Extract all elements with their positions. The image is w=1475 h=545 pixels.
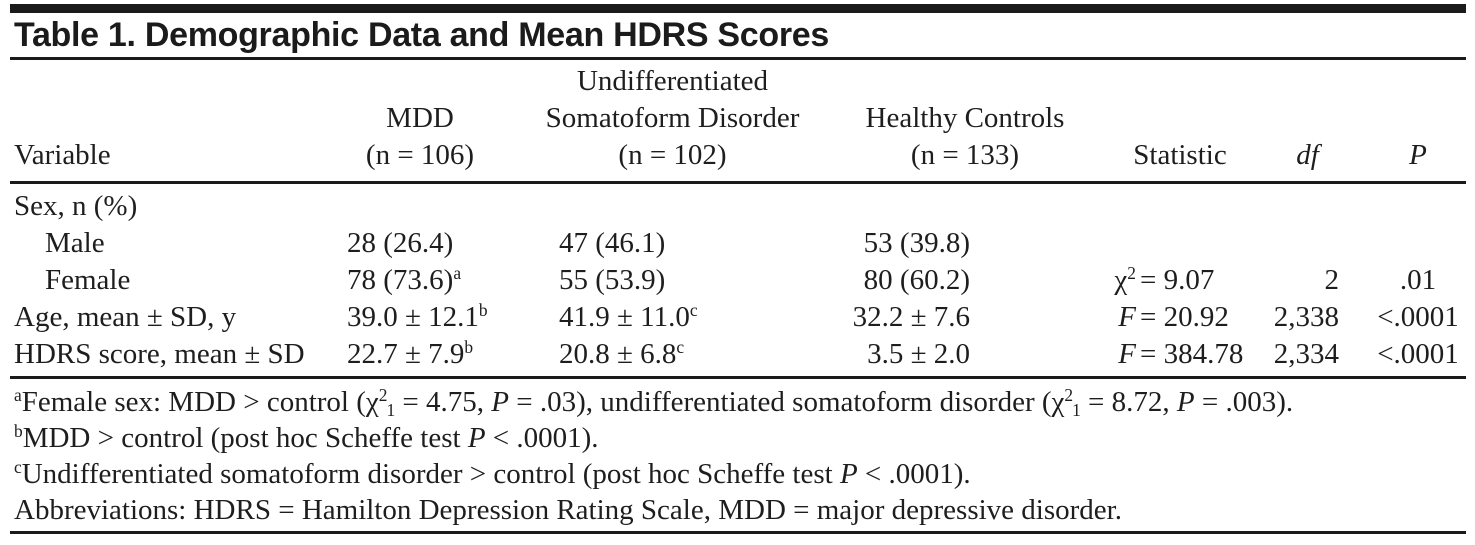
header-line: (n = 106) — [365, 139, 475, 171]
cell-mdd — [335, 188, 505, 225]
cell-statistic: F = 384.78 — [1090, 336, 1270, 373]
column-header-healthy-controls: Healthy Controls (n = 133) — [840, 100, 1090, 181]
cell-variable: Male — [45, 227, 105, 259]
bottom-rule — [10, 531, 1466, 534]
cell-p — [1345, 188, 1466, 225]
cell-healthy-controls: 32.2 ± 7.6 — [852, 301, 970, 333]
statistic-symbol: χ2 — [1114, 263, 1136, 296]
cell-p: <.0001 — [1377, 301, 1459, 333]
statistic-value: = 9.07 — [1140, 264, 1215, 296]
header-line: df — [1296, 139, 1319, 171]
column-header-statistic: Statistic — [1090, 137, 1270, 181]
footnotes: aFemale sex: MDD > control (χ21 = 4.75, … — [10, 379, 1466, 531]
cell-variable: Age, mean ± SD, y — [14, 301, 237, 333]
cell-variable: HDRS score, mean ± SD — [14, 338, 305, 370]
cell-somatoform — [505, 188, 840, 225]
table-row-sex: Sex, n (%) — [10, 188, 1466, 225]
statistic-value — [1136, 188, 1140, 225]
column-header-mdd: MDD (n = 106) — [335, 100, 505, 181]
statistic-symbol — [1090, 225, 1136, 262]
header-line: Undifferentiated — [576, 65, 769, 97]
table-row-female: Female 78 (73.6)a 55 (53.9) 80 (60.2) χ2… — [10, 262, 1466, 299]
footnote-abbreviations: Abbreviations: HDRS = Hamilton Depressio… — [14, 494, 1122, 526]
table-row-male: Male 28 (26.4) 47 (46.1) 53 (39.8) — [10, 225, 1466, 262]
table-header-row: Variable MDD (n = 106) Undifferentiated … — [10, 60, 1466, 181]
cell-healthy-controls: 53 (39.8) — [863, 227, 970, 259]
cell-somatoform: 20.8 ± 6.8c — [559, 337, 685, 370]
cell-somatoform: 55 (53.9) — [559, 264, 666, 296]
cell-df: 2 — [1324, 264, 1340, 296]
column-header-df: df — [1270, 137, 1345, 181]
cell-p — [1345, 225, 1466, 262]
cell-mdd: 39.0 ± 12.1b — [347, 300, 488, 333]
title-rule — [10, 57, 1466, 60]
footnote-a: aFemale sex: MDD > control (χ21 = 4.75, … — [14, 385, 1294, 420]
cell-mdd: 28 (26.4) — [347, 227, 454, 259]
header-line: (n = 133) — [910, 139, 1020, 171]
body-footnote-rule — [10, 376, 1466, 379]
cell-healthy-controls: 3.5 ± 2.0 — [867, 338, 970, 370]
cell-df — [1270, 188, 1345, 225]
cell-mdd: 22.7 ± 7.9b — [347, 337, 474, 370]
table-row-age: Age, mean ± SD, y 39.0 ± 12.1b 41.9 ± 11… — [10, 299, 1466, 336]
header-rule — [10, 181, 1466, 184]
cell-somatoform: 47 (46.1) — [559, 227, 666, 259]
header-line: MDD — [386, 102, 454, 134]
statistic-value: = 20.92 — [1140, 301, 1229, 333]
table-title: Table 1. Demographic Data and Mean HDRS … — [14, 15, 830, 54]
top-rule — [10, 4, 1466, 13]
cell-statistic: χ2 = 9.07 — [1090, 262, 1270, 299]
statistic-value: = 384.78 — [1140, 338, 1244, 370]
header-line: Somatoform Disorder — [545, 102, 800, 134]
statistic-symbol: F — [1118, 338, 1136, 370]
cell-p: .01 — [1399, 264, 1437, 296]
column-header-p: P — [1345, 137, 1466, 181]
cell-variable: Female — [45, 264, 131, 296]
header-line: (n = 102) — [618, 139, 727, 171]
cell-healthy-controls — [840, 188, 1090, 225]
cell-p: <.0001 — [1377, 338, 1459, 370]
header-line: Healthy Controls — [865, 102, 1065, 134]
cell-healthy-controls: 80 (60.2) — [863, 264, 970, 296]
cell-variable: Sex, n (%) — [14, 190, 138, 222]
cell-df — [1270, 225, 1345, 262]
cell-statistic — [1090, 225, 1270, 262]
table-body: Sex, n (%) Male 28 (26.4) 47 (46.1) 53 (… — [10, 184, 1466, 376]
cell-statistic — [1090, 188, 1270, 225]
footnote-b: bMDD > control (post hoc Scheffe test P … — [14, 421, 599, 454]
cell-mdd: 78 (73.6)a — [347, 263, 462, 296]
table-row-hdrs: HDRS score, mean ± SD 22.7 ± 7.9b 20.8 ±… — [10, 336, 1466, 373]
column-header-variable: Variable — [10, 137, 335, 181]
cell-somatoform: 41.9 ± 11.0c — [559, 300, 698, 333]
header-line: Variable — [14, 139, 111, 171]
statistic-value — [1136, 225, 1140, 262]
cell-statistic: F = 20.92 — [1090, 299, 1270, 336]
cell-df: 2,338 — [1273, 301, 1339, 333]
footnote-c: cUndifferentiated somatoform disorder > … — [14, 457, 971, 490]
statistic-symbol: F — [1118, 301, 1136, 333]
header-line: P — [1409, 139, 1427, 171]
statistic-symbol — [1090, 188, 1136, 225]
column-header-somatoform-disorder: Undifferentiated Somatoform Disorder (n … — [505, 63, 840, 181]
header-line: Statistic — [1133, 139, 1227, 171]
cell-df: 2,334 — [1273, 338, 1339, 370]
